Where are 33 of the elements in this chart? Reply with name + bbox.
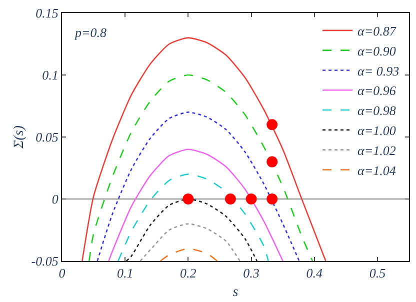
annotation: p=0.8 [74, 25, 108, 40]
y-tick-label: 0.05 [36, 130, 59, 145]
point [266, 119, 278, 130]
point [182, 194, 194, 204]
legend-label: α=1.00 [358, 123, 396, 138]
x-tick-label: 0.4 [306, 266, 323, 281]
line-series [96, 112, 300, 261]
line-series [140, 223, 241, 261]
line-series [108, 148, 284, 261]
x-tick-label: 0.3 [243, 266, 260, 281]
y-tick-label: -0.05 [31, 254, 59, 269]
legend-label: α= 0.93 [358, 63, 400, 78]
point [224, 194, 236, 204]
point [266, 194, 278, 204]
point [266, 156, 278, 168]
y-tick-label: 0.15 [36, 6, 59, 21]
y-tick-label: 0 [52, 192, 59, 207]
x-tick-label: 0.1 [116, 266, 134, 281]
legend-label: α=0.98 [358, 103, 396, 118]
x-tick-label: 0.2 [180, 266, 197, 281]
legend-label: α=0.96 [358, 83, 396, 98]
legend-label: α=1.04 [358, 162, 396, 178]
y-tick-label: 0.1 [42, 68, 58, 83]
line-series [118, 174, 269, 261]
point [246, 194, 257, 204]
x-tick-label: 0.5 [369, 266, 386, 281]
y-axis-title: Σ(s) [12, 125, 27, 150]
legend-label: α=0.87 [358, 24, 396, 38]
x-axis-title: s [232, 284, 239, 300]
legend-label: α=0.90 [358, 43, 396, 58]
legend-label: α=1.02 [358, 142, 396, 158]
line-series [160, 248, 218, 261]
line-series [88, 74, 314, 261]
